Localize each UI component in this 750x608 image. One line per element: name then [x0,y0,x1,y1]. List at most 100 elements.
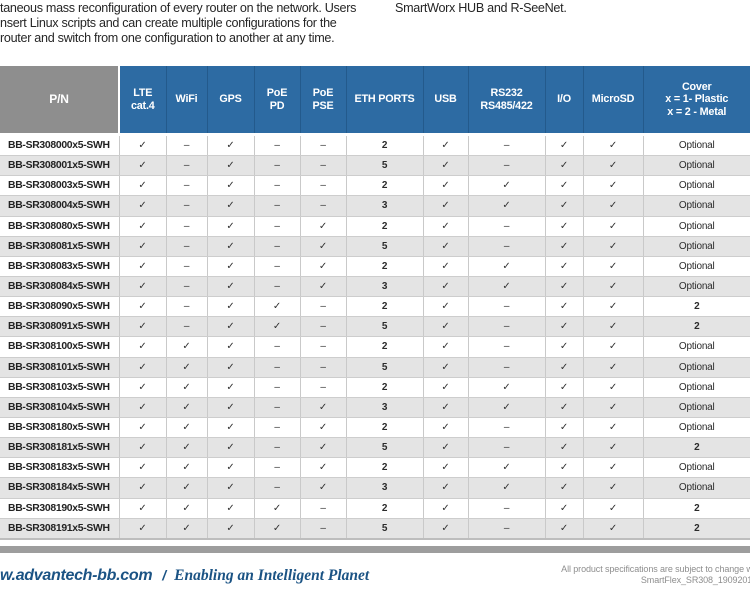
check-mark: ✓ [119,477,167,499]
check-mark: ✓ [423,518,469,540]
check-mark: ✓ [423,316,469,338]
cell-value: 2 [643,296,750,318]
check-mark: ✓ [545,457,584,479]
check-mark: ✓ [207,296,255,318]
check-mark: ✓ [119,175,167,197]
check-mark: ✓ [119,457,167,479]
check-mark: ✓ [545,134,584,157]
check-mark: ✓ [545,256,584,277]
part-number: BB-SR308190x5-SWH [0,498,120,519]
dash-mark: – [468,336,546,358]
table-row: BB-SR308184x5-SWH ✓ ✓ ✓ – ✓ 3 ✓ ✓ ✓ ✓ Optional [0,477,750,499]
part-number: BB-SR308101x5-SWH [0,357,120,378]
dash-mark: – [468,437,546,459]
check-mark: ✓ [468,195,546,217]
dash-mark: – [166,195,208,217]
intro-line: taneous mass reconfiguration of every ro… [0,1,357,15]
part-number: BB-SR308004x5-SWH [0,195,120,217]
part-number: BB-SR308183x5-SWH [0,457,120,479]
check-mark: ✓ [166,377,208,398]
footer-slogan: Enabling an Intelligent Planet [174,567,370,584]
dash-mark: – [254,216,301,237]
check-mark: ✓ [545,236,584,257]
dash-mark: – [166,155,208,177]
part-number: BB-SR308091x5-SWH [0,316,120,338]
product-spec-table: P/N LTE cat.4 WiFi GPS PoE PD PoE PSE ETH PORT… [0,66,750,540]
cell-value: Optional [643,175,750,197]
check-mark: ✓ [423,437,469,459]
table-row: BB-SR308084x5-SWH ✓ – ✓ – ✓ 3 ✓ ✓ ✓ ✓ Optional [0,276,750,298]
part-number: BB-SR308083x5-SWH [0,256,120,277]
check-mark: ✓ [545,357,584,378]
check-mark: ✓ [254,518,301,540]
check-mark: ✓ [207,236,255,257]
check-mark: ✓ [423,336,469,358]
footer-separator: / [162,567,167,583]
table-body: BB-SR308000x5-SWH ✓ – ✓ – –2 ✓ – ✓ ✓ Optional BB-SR… [0,134,750,540]
dash-mark: – [166,296,208,318]
check-mark: ✓ [545,195,584,217]
table-row: BB-SR308080x5-SWH ✓ – ✓ – ✓ 2 ✓ – ✓ ✓ Optional [0,216,750,237]
table-row: BB-SR308104x5-SWH ✓ ✓ ✓ – ✓ 3 ✓ ✓ ✓ ✓ Optional [0,397,750,418]
intro-paragraph-left: taneous mass reconfiguration of every ro… [0,1,375,46]
check-mark: ✓ [423,296,469,318]
check-mark: ✓ [583,316,644,338]
dash-mark: – [254,417,301,439]
cell-value: Optional [643,236,750,257]
check-mark: ✓ [583,134,644,157]
dash-mark: – [254,377,301,398]
check-mark: ✓ [207,357,255,378]
table-row: BB-SR308180x5-SWH ✓ ✓ ✓ – ✓ 2 ✓ – ✓ ✓ Optional [0,417,750,439]
dash-mark: – [254,256,301,277]
part-number: BB-SR308181x5-SWH [0,437,120,459]
check-mark: ✓ [166,357,208,378]
table-row: BB-SR308090x5-SWH ✓ – ✓ ✓ –2 ✓ – ✓ ✓ 2 [0,296,750,318]
cell-value: Optional [643,377,750,398]
dash-mark: – [468,316,546,338]
dash-mark: – [300,336,347,358]
cell-value: 5 [346,357,424,378]
table-row: BB-SR308181x5-SWH ✓ ✓ ✓ – ✓ 5 ✓ – ✓ ✓ 2 [0,437,750,459]
column-header: RS232 RS485/422 [467,66,545,136]
check-mark: ✓ [119,437,167,459]
check-mark: ✓ [207,397,255,418]
table-row: BB-SR308004x5-SWH ✓ – ✓ – –3 ✓ ✓ ✓ ✓ Optional [0,195,750,217]
cell-value: Optional [643,216,750,237]
part-number: BB-SR308184x5-SWH [0,477,120,499]
cell-value: Optional [643,195,750,217]
intro-line: SmartWorx HUB and R-SeeNet. [395,1,567,15]
disclaimer-line: All product specifications are subject t… [561,564,750,574]
table-row: BB-SR308083x5-SWH ✓ – ✓ – ✓ 2 ✓ ✓ ✓ ✓ Optional [0,256,750,277]
column-header: PoE PD [253,66,300,136]
check-mark: ✓ [166,498,208,519]
check-mark: ✓ [583,175,644,197]
check-mark: ✓ [119,276,167,298]
table-row: BB-SR308000x5-SWH ✓ – ✓ – –2 ✓ – ✓ ✓ Optional [0,134,750,157]
column-header: Cover x = 1- Plastic x = 2 - Metal [642,66,750,136]
footer-website-link[interactable]: w.advantech-bb.com [0,567,153,584]
check-mark: ✓ [166,457,208,479]
dash-mark: – [300,498,347,519]
check-mark: ✓ [545,175,584,197]
dash-mark: – [468,134,546,157]
check-mark: ✓ [119,336,167,358]
table-header-row: P/N LTE cat.4 WiFi GPS PoE PD PoE PSE ETH PORT… [0,66,750,136]
table-row: BB-SR308101x5-SWH ✓ ✓ ✓ – –5 ✓ – ✓ ✓ Optional [0,357,750,378]
cell-value: 2 [346,216,424,237]
dash-mark: – [300,316,347,338]
document-code: SmartFlex_SR308_19092017d [640,575,750,585]
dash-mark: – [166,256,208,277]
check-mark: ✓ [207,437,255,459]
check-mark: ✓ [207,155,255,177]
dash-mark: – [468,236,546,257]
dash-mark: – [166,236,208,257]
check-mark: ✓ [166,397,208,418]
cell-value: 2 [643,316,750,338]
table-row: BB-SR308103x5-SWH ✓ ✓ ✓ – –2 ✓ ✓ ✓ ✓ Optional [0,377,750,398]
dash-mark: – [254,155,301,177]
check-mark: ✓ [583,296,644,318]
cell-value: Optional [643,134,750,157]
table-row: BB-SR308081x5-SWH ✓ – ✓ – ✓ 5 ✓ – ✓ ✓ Optional [0,236,750,257]
check-mark: ✓ [207,477,255,499]
check-mark: ✓ [207,498,255,519]
